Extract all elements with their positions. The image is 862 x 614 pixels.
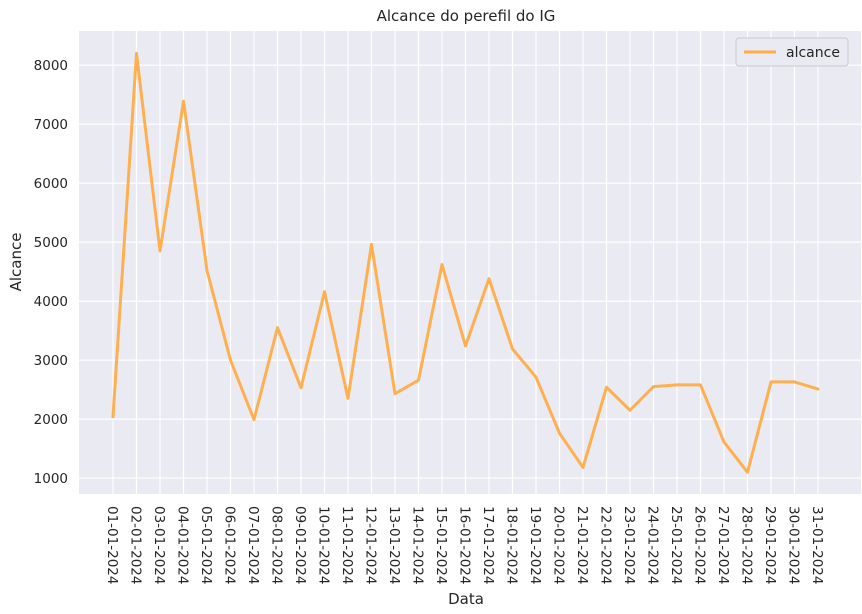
x-tick-label: 26-01-2024 bbox=[692, 506, 708, 584]
x-tick-label: 06-01-2024 bbox=[222, 506, 238, 584]
x-tick-label: 27-01-2024 bbox=[715, 506, 731, 584]
legend-box bbox=[735, 37, 849, 67]
x-tick-label: 02-01-2024 bbox=[128, 506, 144, 584]
chart-title: Alcance do perefil do IG bbox=[377, 7, 556, 25]
series-layer bbox=[111, 51, 820, 474]
y-tick-label: 3000 bbox=[34, 353, 68, 369]
x-gridlines bbox=[112, 31, 819, 494]
x-tick-label: 14-01-2024 bbox=[410, 506, 426, 584]
x-tick-label: 15-01-2024 bbox=[433, 506, 449, 584]
x-tick-label: 22-01-2024 bbox=[598, 506, 614, 584]
y-tick-label: 5000 bbox=[34, 235, 68, 251]
x-tick-label: 12-01-2024 bbox=[363, 506, 379, 584]
y-tick-label: 6000 bbox=[34, 176, 68, 192]
x-tick-label: 29-01-2024 bbox=[762, 506, 778, 584]
x-tick-label: 20-01-2024 bbox=[551, 506, 567, 584]
x-tick-label: 17-01-2024 bbox=[480, 506, 496, 584]
legend-label-alcance: alcance bbox=[786, 45, 840, 61]
legend: alcance bbox=[735, 37, 849, 67]
x-tick-label: 13-01-2024 bbox=[386, 506, 402, 584]
y-tick-label: 7000 bbox=[34, 117, 68, 133]
y-axis-title: Alcance bbox=[7, 233, 25, 292]
x-tick-labels: 01-01-2024 02-01-2024 03-01-2024 04-01-2024… bbox=[104, 506, 825, 584]
y-gridlines bbox=[79, 64, 861, 479]
x-tick-label: 24-01-2024 bbox=[645, 506, 661, 584]
x-tick-label: 21-01-2024 bbox=[574, 506, 590, 584]
x-tick-label: 31-01-2024 bbox=[809, 506, 825, 584]
x-tick-label: 10-01-2024 bbox=[316, 506, 332, 584]
x-tick-label: 19-01-2024 bbox=[527, 506, 543, 584]
x-tick-label: 28-01-2024 bbox=[739, 506, 755, 584]
x-tick-label: 07-01-2024 bbox=[245, 506, 261, 584]
x-tick-label: 04-01-2024 bbox=[175, 506, 191, 584]
x-tick-label: 11-01-2024 bbox=[339, 506, 355, 584]
x-tick-label: 23-01-2024 bbox=[621, 506, 637, 584]
y-tick-label: 8000 bbox=[34, 58, 68, 74]
y-tick-labels: 1000 2000 3000 4000 5000 6000 7000 8000 bbox=[34, 58, 68, 487]
plot-area bbox=[79, 31, 861, 494]
y-tick-label: 1000 bbox=[34, 471, 68, 487]
x-tick-label: 05-01-2024 bbox=[198, 506, 214, 584]
x-tick-label: 30-01-2024 bbox=[786, 506, 802, 584]
x-axis-title: Data bbox=[448, 590, 484, 608]
x-tick-label: 01-01-2024 bbox=[104, 506, 120, 584]
x-tick-label: 09-01-2024 bbox=[292, 506, 308, 584]
x-tick-label: 08-01-2024 bbox=[269, 506, 285, 584]
x-tick-label: 03-01-2024 bbox=[151, 506, 167, 584]
y-tick-label: 2000 bbox=[34, 412, 68, 428]
y-tick-label: 4000 bbox=[34, 294, 68, 310]
x-tick-label: 25-01-2024 bbox=[668, 506, 684, 584]
x-tick-label: 16-01-2024 bbox=[457, 506, 473, 584]
x-tick-label: 18-01-2024 bbox=[504, 506, 520, 584]
